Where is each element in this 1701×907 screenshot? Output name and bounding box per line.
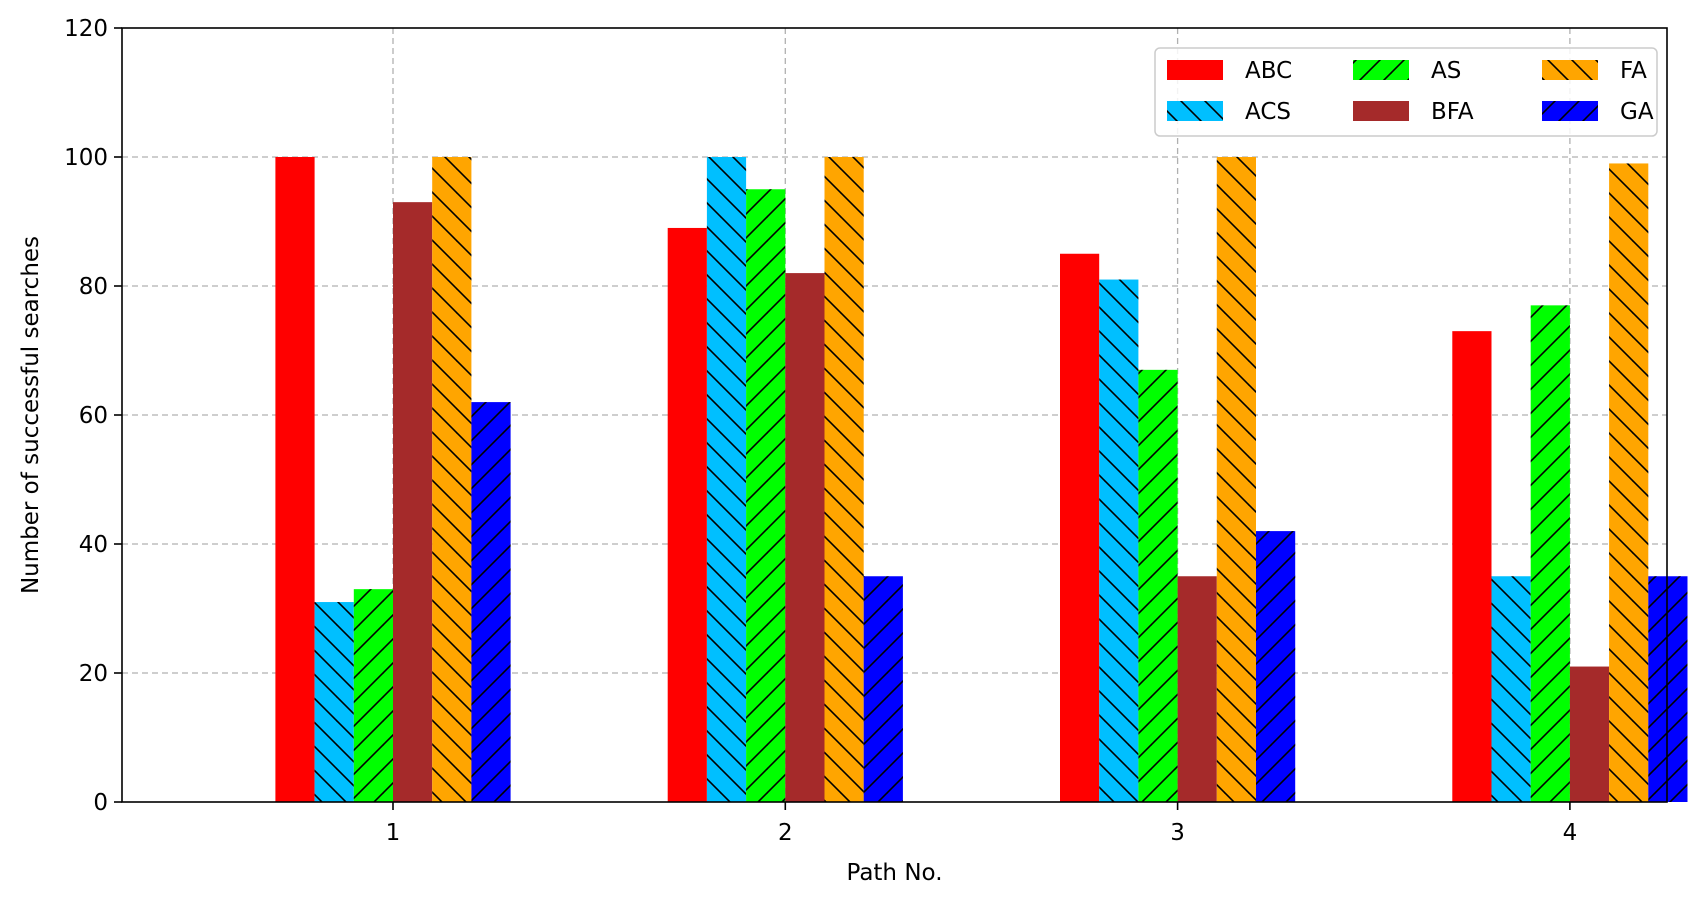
bar-bfa-1 — [393, 202, 433, 802]
bars — [275, 157, 1688, 803]
legend-label-fa: FA — [1620, 58, 1647, 84]
y-axis-label: Number of successful searches — [18, 236, 44, 594]
bar-hatch — [1648, 576, 1688, 802]
bar-abc-1 — [275, 157, 315, 802]
y-tick-label: 20 — [79, 661, 108, 687]
bar-hatch — [863, 576, 903, 802]
legend-label-abc: ABC — [1245, 58, 1292, 84]
bar-hatch — [1256, 531, 1296, 802]
legend-label-bfa: BFA — [1431, 99, 1474, 125]
bar-abc-4 — [1452, 331, 1492, 802]
y-tick-label: 40 — [79, 532, 108, 558]
x-axis-label: Path No. — [846, 860, 942, 886]
y-tick-label: 100 — [64, 145, 108, 171]
x-tick-label: 1 — [386, 820, 401, 846]
bar-hatch — [1138, 369, 1178, 802]
y-tick-label: 0 — [93, 790, 108, 816]
bar-hatch — [706, 157, 747, 802]
bar-hatch — [824, 157, 864, 802]
bar-hatch — [1216, 157, 1256, 802]
bar-hatch — [432, 157, 472, 802]
bar-bfa-3 — [1177, 576, 1217, 802]
bar-hatch — [746, 189, 786, 802]
bar-hatch — [1099, 279, 1139, 802]
legend-swatch-hatch — [1542, 60, 1598, 80]
bar-bfa-2 — [785, 273, 825, 803]
legend-box — [1154, 47, 1658, 137]
x-tick-label: 4 — [1563, 820, 1578, 846]
bar-hatch — [471, 402, 511, 802]
y-tick-label: 60 — [79, 403, 108, 429]
x-tick-label: 3 — [1170, 820, 1185, 846]
legend-swatch-hatch — [1542, 101, 1598, 121]
bar-abc-2 — [667, 227, 707, 802]
bar-hatch — [1609, 163, 1649, 802]
legend-swatch-bfa — [1353, 101, 1409, 121]
x-tick-label: 2 — [778, 820, 793, 846]
axis-ticks: 0 20 40 60 80 100 120 1 2 3 4 — [64, 16, 1577, 846]
bar-abc-3 — [1060, 253, 1100, 802]
y-tick-label: 120 — [64, 16, 108, 42]
bar-bfa-4 — [1569, 666, 1610, 802]
legend-label-ga: GA — [1620, 99, 1654, 125]
legend: ABC ACS AS BFA FA GA — [1154, 47, 1658, 137]
legend-label-as: AS — [1431, 58, 1461, 84]
bar-hatch — [353, 589, 393, 802]
bar-hatch — [1491, 576, 1531, 802]
bar-hatch — [1530, 305, 1570, 802]
legend-swatch-abc — [1167, 60, 1223, 80]
legend-label-acs: ACS — [1245, 99, 1291, 125]
y-tick-label: 80 — [79, 274, 108, 300]
legend-swatch-hatch — [1353, 60, 1409, 80]
legend-swatch-hatch — [1167, 101, 1223, 121]
bar-hatch — [314, 602, 354, 802]
